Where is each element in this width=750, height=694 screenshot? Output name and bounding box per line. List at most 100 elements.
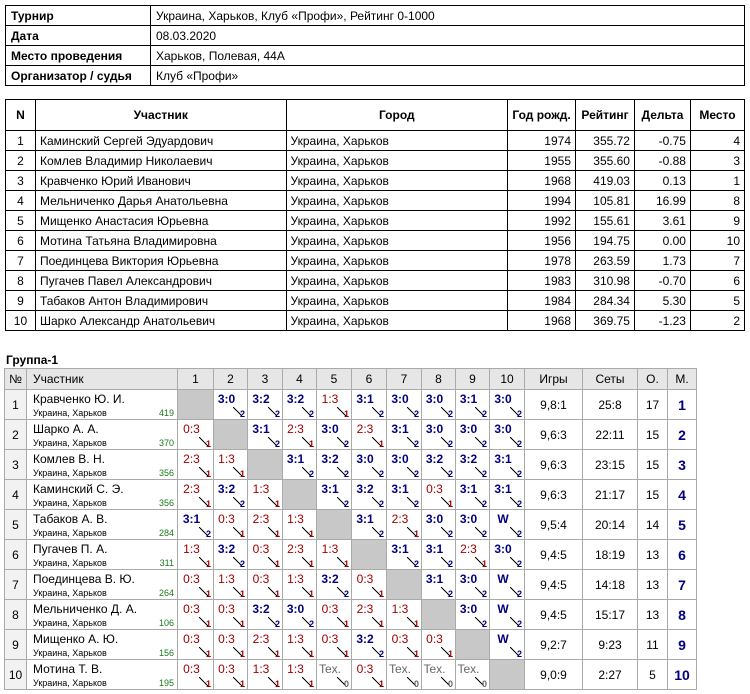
slash-mark — [337, 617, 346, 626]
match-score: 3:2 — [321, 572, 339, 586]
slash-mark — [233, 527, 242, 536]
participant-n: 7 — [5, 250, 36, 271]
player-rating: 284 — [158, 528, 174, 538]
match-points: 2 — [481, 619, 487, 629]
participant-rating: 369.75 — [575, 310, 635, 331]
match-points: 1 — [205, 619, 211, 629]
match-points: 2 — [239, 409, 245, 419]
diagonal-cell — [386, 569, 422, 600]
slash-mark — [302, 617, 311, 626]
games-total: 9,6:3 — [524, 419, 583, 450]
final-place: 5 — [667, 509, 697, 540]
participant-delta: 0.00 — [633, 230, 691, 251]
participant-rating: 310.98 — [575, 270, 635, 291]
player-cell: Мотина Т. В. Украина, Харьков 195 — [26, 659, 178, 690]
match-points: 2 — [481, 469, 487, 479]
crosstable-row: 10 Мотина Т. В. Украина, Харьков 195 0:3 1 0:3… — [4, 659, 697, 690]
participant-city: Украина, Харьков — [285, 210, 509, 231]
games-total: 9,4:5 — [524, 539, 583, 570]
player-cell: Комлев В. Н. Украина, Харьков 356 — [26, 449, 178, 480]
result-cell: 0:3 1 — [177, 659, 214, 690]
slash-mark — [199, 467, 208, 476]
info-key: Дата — [5, 25, 151, 46]
slash-mark — [475, 497, 484, 506]
slash-mark — [337, 437, 346, 446]
participants-column-header: Рейтинг — [575, 99, 635, 131]
match-points: 1 — [239, 469, 245, 479]
match-score: 2:3 — [252, 512, 270, 526]
match-score: 0:3 — [183, 572, 200, 586]
result-cell: 1:3 1 — [213, 449, 248, 480]
slash-mark — [441, 437, 450, 446]
match-score: 3:2 — [217, 482, 236, 496]
slash-mark — [337, 587, 346, 596]
match-points: 2 — [481, 499, 487, 509]
final-place: 2 — [667, 419, 697, 450]
result-cell: 0:3 1 — [421, 629, 456, 660]
slash-mark — [475, 677, 484, 686]
result-cell: 2:3 1 — [282, 539, 317, 570]
match-points: 2 — [481, 439, 487, 449]
participant-place: 1 — [689, 170, 746, 191]
slash-mark — [268, 527, 277, 536]
games-total: 9,5:4 — [524, 509, 583, 540]
diagonal-cell — [455, 629, 490, 660]
slash-mark — [199, 437, 208, 446]
result-cell: 0:3 1 — [213, 629, 248, 660]
match-score: Tex. — [423, 662, 446, 676]
match-score: 3:0 — [459, 512, 478, 526]
match-score: 0:3 — [356, 662, 374, 676]
slash-mark — [441, 497, 450, 506]
match-points: 2 — [413, 409, 419, 419]
match-points: 1 — [308, 439, 314, 449]
crosstable-row: 7 Поединцева В. Ю. Украина, Харьков 264 0:3 1… — [4, 569, 697, 600]
slash-mark — [233, 677, 242, 686]
player-name: Мельниченко Д. А. — [33, 602, 138, 616]
info-value: Клуб «Профи» — [150, 65, 745, 86]
participant-row: 6 Мотина Татьяна Владимировна Украина, Хар… — [5, 230, 746, 251]
participant-row: 9 Табаков Антон Владимирович Украина, Харь… — [5, 290, 746, 311]
col-header-games: Игры — [524, 368, 583, 390]
match-score: 3:0 — [494, 542, 512, 556]
match-points: 1 — [343, 649, 349, 659]
participant-row: 8 Пугачев Павел Александрович Украина, Хар… — [5, 270, 746, 291]
player-cell: Поединцева В. Ю. Украина, Харьков 264 — [26, 569, 178, 600]
result-cell: 3:0 2 — [386, 389, 422, 420]
games-total: 9,4:5 — [524, 599, 583, 630]
result-cell: 0:3 1 — [351, 659, 387, 690]
participants-column-header: Город — [285, 99, 509, 131]
match-points: 1 — [413, 529, 419, 539]
slash-mark — [302, 677, 311, 686]
info-row: Турнир Украина, Харьков, Клуб «Профи», Ре… — [5, 5, 745, 26]
match-score: 3:2 — [252, 602, 270, 616]
match-score: 3:1 — [494, 482, 512, 496]
match-score: 3:1 — [391, 482, 409, 496]
match-score: 3:0 — [286, 602, 305, 616]
match-points: 2 — [447, 529, 453, 539]
diagonal-cell — [247, 449, 283, 480]
slash-mark — [441, 677, 450, 686]
slash-mark — [199, 557, 208, 566]
match-score: 3:1 — [425, 572, 444, 586]
match-score: 0:3 — [426, 632, 443, 646]
match-points: 1 — [205, 679, 211, 689]
match-score: 3:2 — [425, 452, 444, 466]
slash-mark — [510, 647, 519, 656]
participant-place: 9 — [689, 210, 746, 231]
slash-mark — [337, 557, 346, 566]
row-number: 5 — [4, 509, 27, 540]
result-cell: 2:3 1 — [247, 509, 283, 540]
participant-place: 4 — [689, 130, 746, 151]
slash-mark — [510, 497, 519, 506]
slash-mark — [233, 497, 242, 506]
match-score: W — [497, 512, 509, 526]
match-score: 0:3 — [391, 632, 409, 646]
row-number: 9 — [4, 629, 27, 660]
participant-delta: -0.70 — [633, 270, 691, 291]
match-score: 3:1 — [459, 482, 478, 496]
result-cell: 3:1 2 — [421, 539, 456, 570]
row-number: 8 — [4, 599, 27, 630]
slash-mark — [199, 527, 208, 536]
player-name: Каминский С. Э. — [33, 482, 124, 496]
